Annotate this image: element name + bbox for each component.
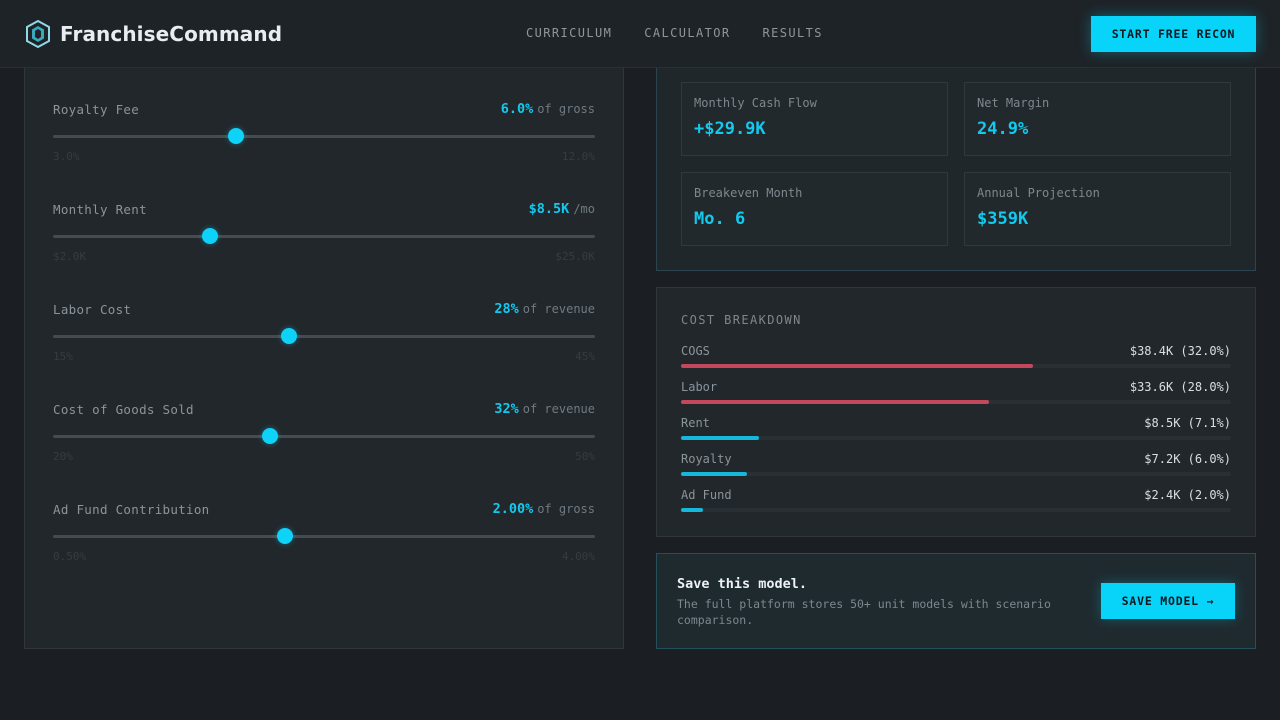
slider-value-unit: of revenue — [522, 402, 595, 416]
slider-label: Labor Cost — [53, 302, 132, 317]
cost-breakdown-panel: COST BREAKDOWN COGS $38.4K (32.0%) Labor… — [656, 287, 1256, 537]
breakdown-value: $38.4K (32.0%) — [1129, 344, 1231, 358]
breakdown-row-rent: Rent $8.5K (7.1%) — [681, 416, 1231, 446]
breakdown-bar-fill — [681, 508, 703, 512]
slider-value-number: 6.0% — [500, 101, 534, 117]
slider-track[interactable] — [53, 535, 595, 538]
results-panel: Monthly Cash Flow +$29.9K Net Margin 24.… — [656, 40, 1256, 271]
slider-value-number: 2.00% — [492, 501, 534, 517]
slider-ad-fund: Ad Fund Contribution 2.00% of gross 0.50%… — [53, 501, 595, 582]
breakdown-value: $2.4K (2.0%) — [1144, 488, 1231, 502]
breakdown-row-labor: Labor $33.6K (28.0%) — [681, 380, 1231, 410]
slider-labor-cost: Labor Cost 28% of revenue 15% 45% — [53, 301, 595, 382]
slider-min: 15% — [53, 350, 73, 363]
metric-annual-projection: Annual Projection $359K — [964, 172, 1231, 246]
nav-curriculum[interactable]: CURRICULUM — [526, 26, 613, 40]
breakdown-label: COGS — [681, 344, 710, 358]
slider-max: 50% — [575, 450, 595, 463]
slider-value-unit: of revenue — [522, 302, 595, 316]
breakdown-value: $8.5K (7.1%) — [1144, 416, 1231, 430]
save-model-button[interactable]: SAVE MODEL → — [1101, 583, 1235, 619]
slider-monthly-rent: Monthly Rent $8.5K/mo $2.0K $25.0K — [53, 201, 595, 282]
top-header: FranchiseCommand CURRICULUM CALCULATOR R… — [0, 0, 1280, 68]
breakdown-row-royalty: Royalty $7.2K (6.0%) — [681, 452, 1231, 482]
breakdown-label: Labor — [681, 380, 718, 394]
metric-value: +$29.9K — [694, 119, 766, 139]
breakdown-bar-fill — [681, 472, 747, 476]
slider-min: 0.50% — [53, 550, 87, 563]
slider-cogs: Cost of Goods Sold 32% of revenue 20% 50% — [53, 401, 595, 482]
slider-max: 12.0% — [561, 150, 595, 163]
slider-label: Cost of Goods Sold — [53, 402, 194, 417]
save-title: Save this model. — [677, 576, 808, 592]
metric-value: 24.9% — [977, 119, 1029, 139]
slider-thumb[interactable] — [261, 428, 278, 444]
breakdown-bar-track — [681, 472, 1231, 476]
breakdown-value: $33.6K (28.0%) — [1129, 380, 1231, 394]
slider-value-number: 28% — [494, 301, 519, 317]
breakdown-row-cogs: COGS $38.4K (32.0%) — [681, 344, 1231, 374]
breakdown-bar-track — [681, 436, 1231, 440]
slider-value: 32% of revenue — [494, 401, 595, 417]
slider-value-number: 32% — [494, 401, 519, 417]
inputs-panel: Royalty Fee 6.0% of gross 3.0% 12.0% Mont… — [24, 40, 624, 649]
breakdown-bar-fill — [681, 400, 989, 404]
breakdown-label: Ad Fund — [681, 488, 732, 502]
slider-min: 3.0% — [53, 150, 80, 163]
slider-track[interactable] — [53, 235, 595, 238]
slider-max: 45% — [575, 350, 595, 363]
brand[interactable]: FranchiseCommand — [26, 20, 282, 48]
slider-value: 6.0% of gross — [501, 101, 595, 117]
slider-royalty-fee: Royalty Fee 6.0% of gross 3.0% 12.0% — [53, 101, 595, 182]
metric-monthly-cash-flow: Monthly Cash Flow +$29.9K — [681, 82, 948, 156]
slider-value: $8.5K/mo — [529, 201, 595, 217]
slider-track[interactable] — [53, 435, 595, 438]
slider-min: $2.0K — [53, 250, 87, 263]
slider-value-unit: /mo — [573, 202, 595, 216]
save-model-panel: Save this model. The full platform store… — [656, 553, 1256, 649]
slider-thumb[interactable] — [227, 128, 244, 144]
brand-name: FranchiseCommand — [60, 22, 283, 46]
breakdown-bar-track — [681, 508, 1231, 512]
slider-thumb[interactable] — [201, 228, 218, 244]
slider-min: 20% — [53, 450, 73, 463]
breakdown-bar-fill — [681, 364, 1033, 368]
slider-track[interactable] — [53, 335, 595, 338]
shield-logo-icon — [26, 20, 50, 48]
breakdown-label: Royalty — [681, 452, 732, 466]
slider-value: 28% of revenue — [494, 301, 595, 317]
breakdown-bar-track — [681, 364, 1231, 368]
metric-label: Monthly Cash Flow — [694, 96, 817, 110]
metric-label: Net Margin — [977, 96, 1050, 110]
slider-value-unit: of gross — [537, 502, 595, 516]
breakdown-value: $7.2K (6.0%) — [1144, 452, 1231, 466]
breakdown-label: Rent — [681, 416, 710, 430]
slider-value-unit: of gross — [537, 102, 595, 116]
breakdown-bar-fill — [681, 436, 760, 440]
metric-value: $359K — [977, 209, 1029, 229]
slider-value: 2.00% of gross — [493, 501, 595, 517]
slider-thumb[interactable] — [280, 328, 297, 344]
metric-net-margin: Net Margin 24.9% — [964, 82, 1231, 156]
start-free-recon-button[interactable]: START FREE RECON — [1091, 16, 1256, 52]
breakdown-bar-track — [681, 400, 1231, 404]
slider-label: Monthly Rent — [53, 202, 147, 217]
metric-label: Breakeven Month — [694, 186, 803, 200]
main-nav: CURRICULUM CALCULATOR RESULTS — [510, 26, 839, 40]
slider-thumb[interactable] — [276, 528, 293, 544]
slider-max: 4.00% — [561, 550, 595, 563]
nav-calculator[interactable]: CALCULATOR — [644, 26, 731, 40]
save-description: The full platform stores 50+ unit models… — [677, 597, 1051, 627]
metric-value: Mo. 6 — [694, 209, 746, 229]
slider-label: Ad Fund Contribution — [53, 502, 210, 517]
slider-value-number: $8.5K — [528, 201, 570, 217]
breakdown-row-ad-fund: Ad Fund $2.4K (2.0%) — [681, 488, 1231, 518]
slider-label: Royalty Fee — [53, 102, 140, 117]
slider-track[interactable] — [53, 135, 595, 138]
metric-breakeven-month: Breakeven Month Mo. 6 — [681, 172, 948, 246]
slider-max: $25.0K — [555, 250, 595, 263]
metric-label: Annual Projection — [977, 186, 1100, 200]
nav-results[interactable]: RESULTS — [762, 26, 823, 40]
section-title: COST BREAKDOWN — [681, 313, 802, 327]
